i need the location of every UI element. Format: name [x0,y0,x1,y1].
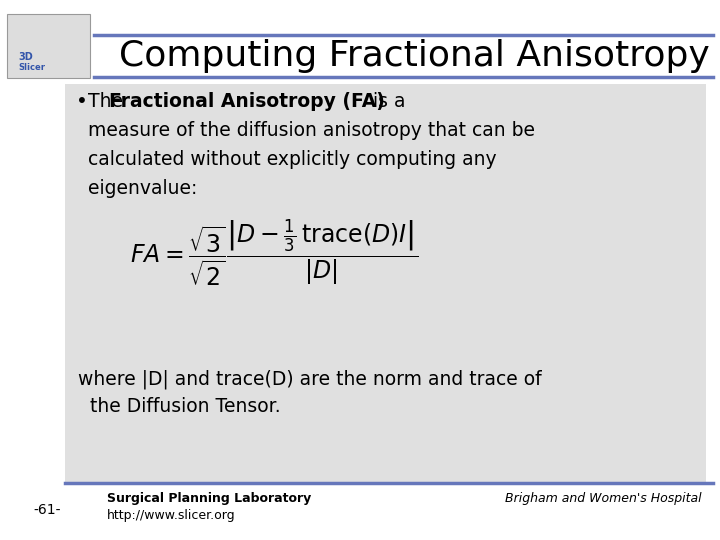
Text: where |D| and trace(D) are the norm and trace of: where |D| and trace(D) are the norm and … [78,370,542,389]
FancyBboxPatch shape [65,84,706,483]
Text: Slicer: Slicer [18,63,45,72]
Text: Computing Fractional Anisotropy: Computing Fractional Anisotropy [119,39,709,73]
Text: The: The [88,92,129,111]
Text: 3D: 3D [18,52,32,62]
Text: eigenvalue:: eigenvalue: [88,179,197,198]
Text: the Diffusion Tensor.: the Diffusion Tensor. [78,397,281,416]
Text: Surgical Planning Laboratory: Surgical Planning Laboratory [107,492,311,505]
Text: -61-: -61- [33,503,60,517]
Text: http://www.slicer.org: http://www.slicer.org [107,509,235,522]
Text: Fractional Anisotropy (FA): Fractional Anisotropy (FA) [109,92,385,111]
Text: calculated without explicitly computing any: calculated without explicitly computing … [88,150,497,169]
Text: Brigham and Women's Hospital: Brigham and Women's Hospital [505,492,702,505]
FancyBboxPatch shape [7,14,90,78]
Text: measure of the diffusion anisotropy that can be: measure of the diffusion anisotropy that… [88,121,535,140]
Text: is a: is a [367,92,405,111]
Text: •: • [76,92,87,111]
Text: $\mathit{FA} = \dfrac{\sqrt{3}}{\sqrt{2}} \dfrac{\left|D - \frac{1}{3}\,\mathrm{: $\mathit{FA} = \dfrac{\sqrt{3}}{\sqrt{2}… [130,218,418,289]
